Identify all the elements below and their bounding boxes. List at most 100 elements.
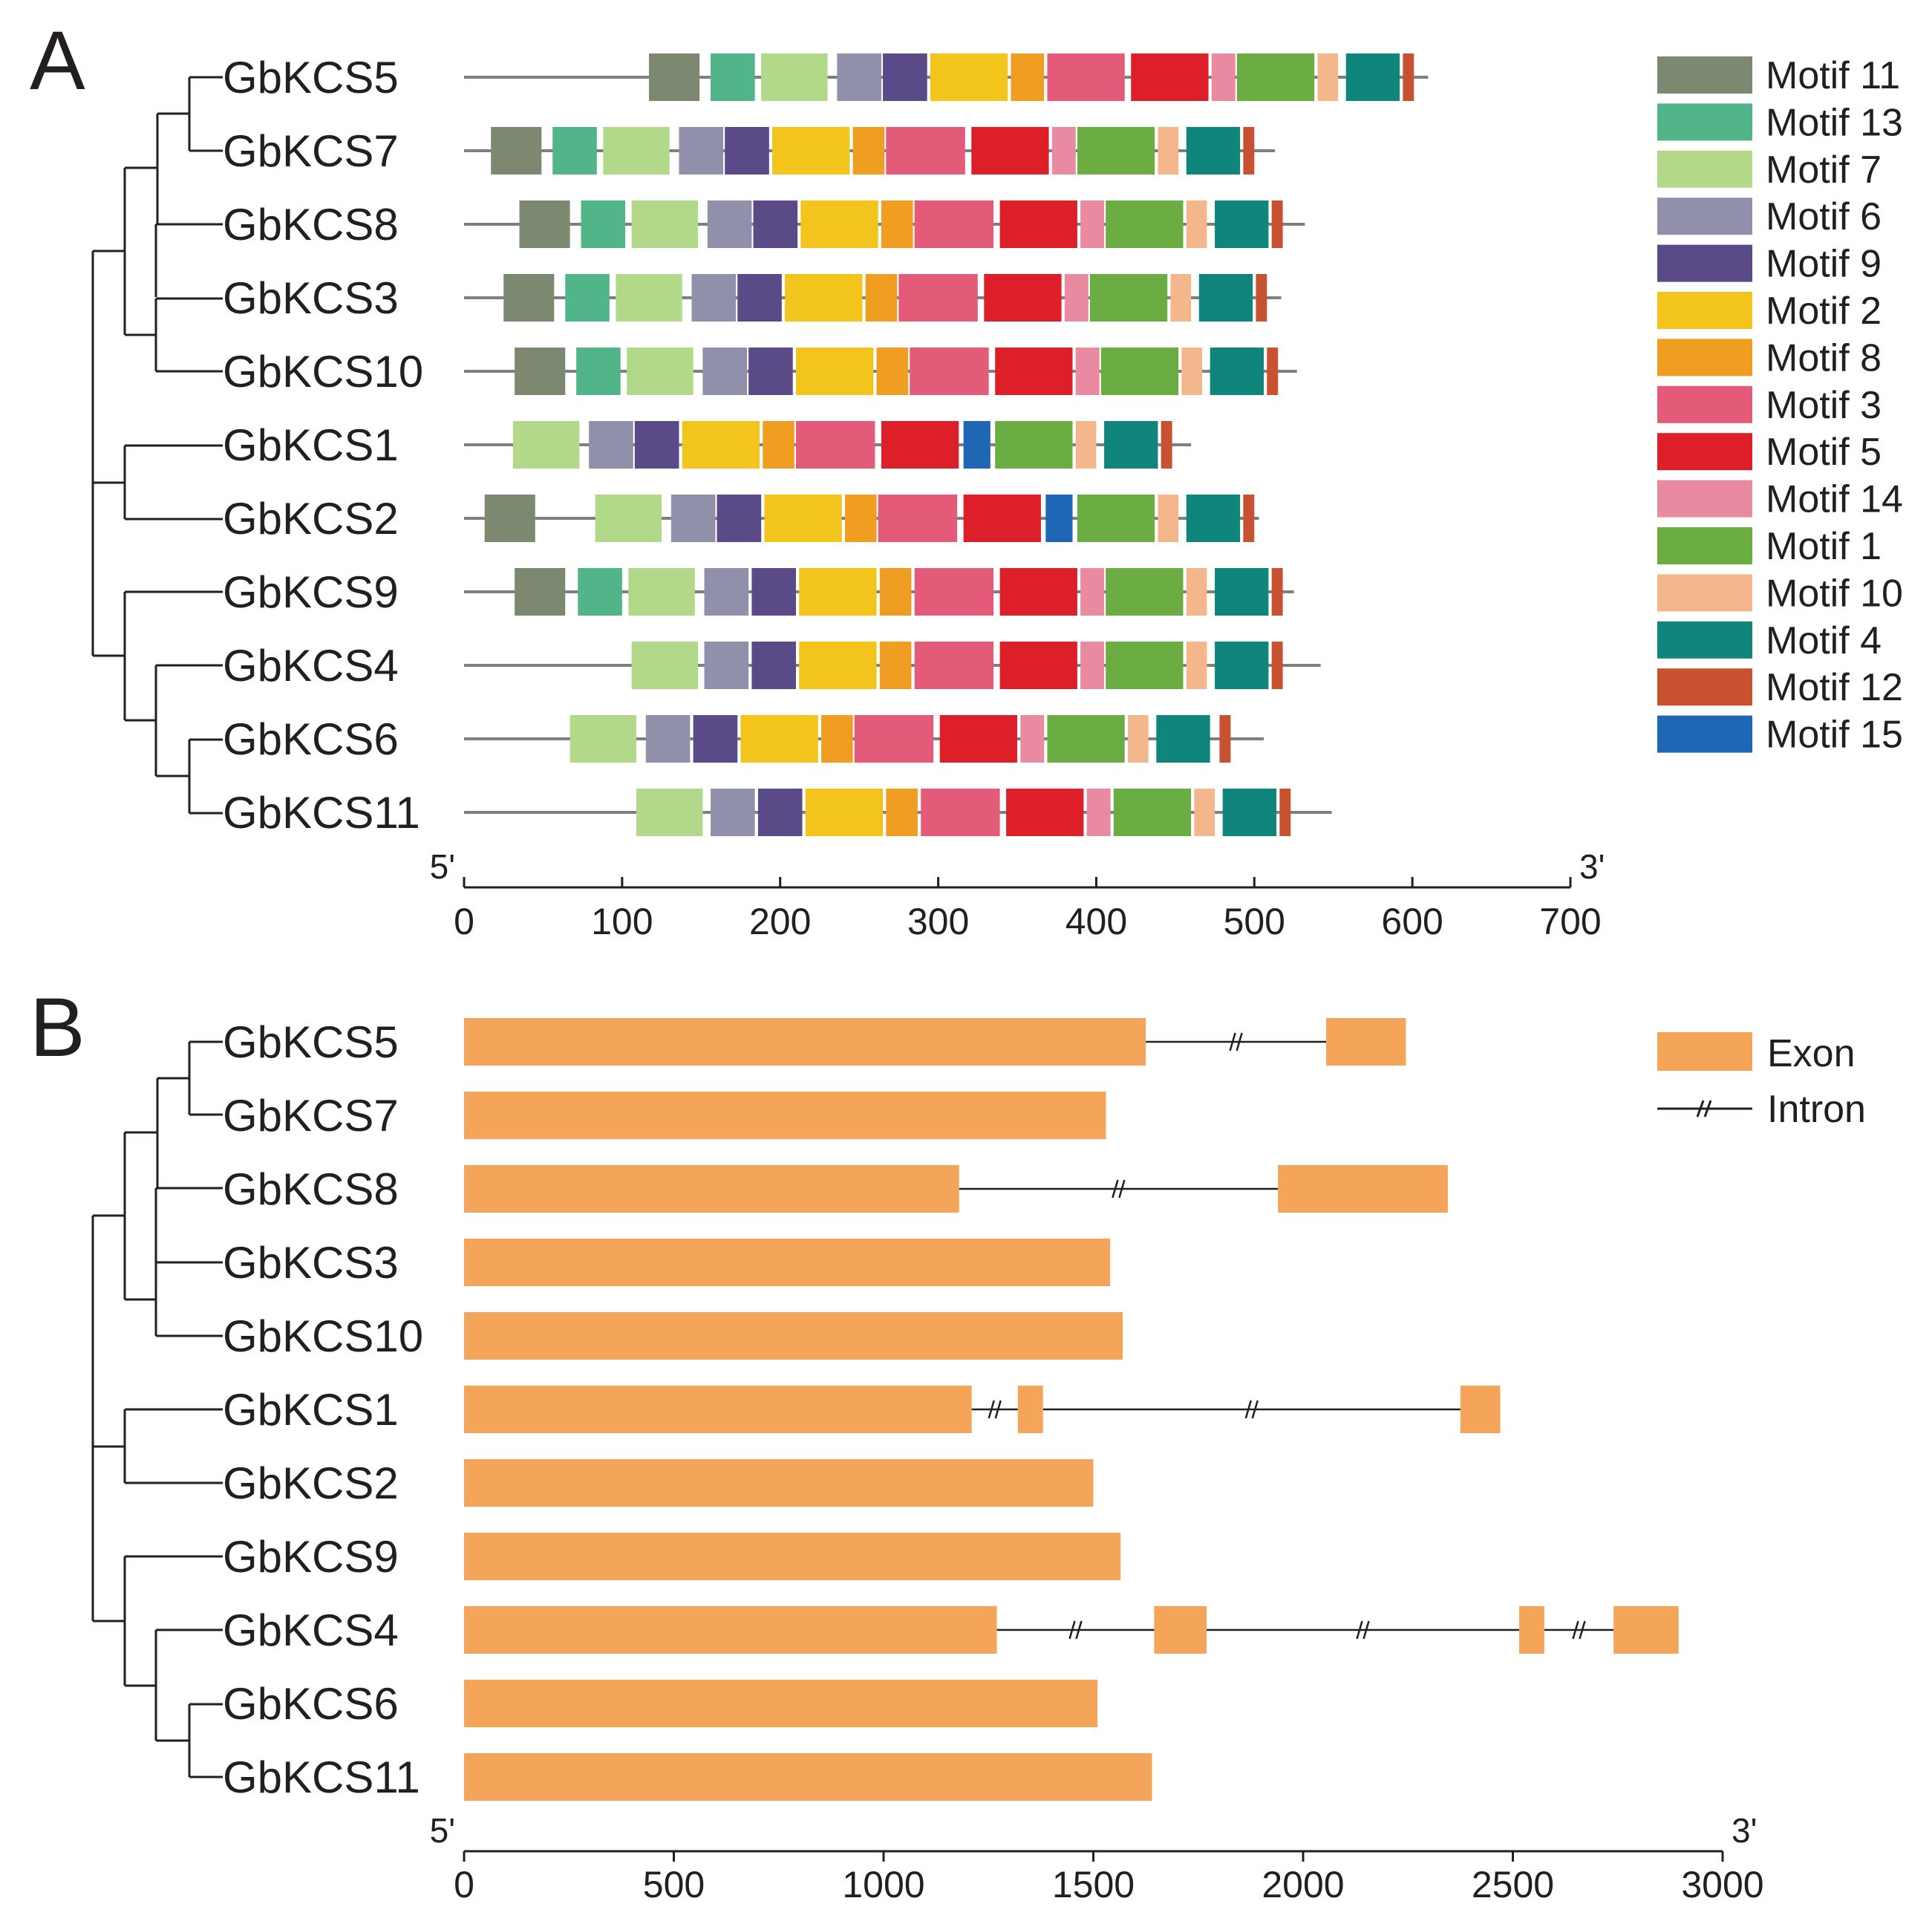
- motif-box: [886, 789, 918, 836]
- motif-box: [693, 715, 738, 763]
- legend-intron-label: Intron: [1767, 1088, 1866, 1131]
- motif-box: [1317, 53, 1339, 101]
- motif-box: [1215, 200, 1269, 248]
- gene-structure-row: [464, 1312, 1123, 1360]
- legend-swatch: [1657, 480, 1752, 518]
- tree-branch: [91, 1445, 125, 1623]
- motif-box: [702, 348, 748, 395]
- motif-box: [1236, 53, 1315, 101]
- motif-box: [636, 789, 703, 836]
- legend-swatch: [1657, 621, 1752, 659]
- motif-box: [740, 715, 818, 763]
- motif-box: [1210, 348, 1264, 395]
- motif-box: [649, 53, 700, 101]
- legend-label: Motif 7: [1766, 149, 1882, 192]
- legend-label: Motif 11: [1766, 54, 1900, 97]
- gene-label: GbKCS5: [223, 53, 399, 102]
- tick-label: 1500: [1052, 1864, 1135, 1905]
- motif-box: [852, 127, 885, 175]
- intron-break-icon: [1229, 1032, 1243, 1051]
- motif-box: [1161, 421, 1172, 469]
- motif-box: [995, 348, 1073, 395]
- axis-b: 0 500 1000 1500 2000 2500 3000 5' 3': [430, 1811, 1764, 1905]
- motif-box: [799, 642, 877, 689]
- motif-box: [796, 421, 875, 469]
- motif-box: [963, 421, 991, 469]
- motif-box: [821, 715, 853, 763]
- gene-label: GbKCS1: [223, 1385, 399, 1435]
- motif-box: [844, 495, 877, 542]
- legend-label: Motif 10: [1766, 572, 1903, 615]
- motif-box: [1106, 642, 1184, 689]
- tick-label: 100: [591, 901, 653, 942]
- motif-row: [464, 274, 1282, 322]
- gene-structure-row: [464, 1018, 1406, 1066]
- motif-box: [761, 53, 828, 101]
- gene-structure-row: [464, 1533, 1121, 1580]
- gene-labels-a: GbKCS5 GbKCS7 GbKCS8 GbKCS3 GbKCS10 GbKCS1 GbK…: [223, 53, 423, 838]
- tick-label: 400: [1065, 901, 1127, 942]
- legend-entry: Motif 6: [1657, 195, 1882, 238]
- intron-break-icon: [1112, 1179, 1126, 1199]
- motif-box: [753, 200, 798, 248]
- exon-box: [464, 1533, 1121, 1580]
- motif-box: [1186, 127, 1241, 175]
- exon-box: [1518, 1606, 1544, 1654]
- motif-box: [879, 642, 912, 689]
- motif-box: [930, 53, 1008, 101]
- tree-branch: [123, 1555, 223, 1687]
- motif-box: [627, 348, 694, 395]
- legend-entry: Motif 5: [1657, 431, 1882, 474]
- five-prime-label: 5': [430, 847, 455, 886]
- gene-structure-row: [464, 1680, 1098, 1727]
- legend-swatch: [1657, 668, 1752, 706]
- legend-label: Motif 1: [1766, 525, 1882, 568]
- tree-branch: [188, 738, 223, 815]
- legend-swatch: [1657, 339, 1752, 376]
- motif-box: [1020, 715, 1045, 763]
- motif-box: [603, 127, 670, 175]
- motif-box: [631, 642, 699, 689]
- phylogenetic-tree-a: [91, 76, 223, 815]
- motif-box: [886, 127, 965, 175]
- motif-box: [1211, 53, 1236, 101]
- tree-branch: [91, 250, 125, 656]
- motif-row: [464, 715, 1264, 763]
- motif-box: [691, 274, 737, 322]
- exon-box: [1154, 1606, 1207, 1654]
- motif-box: [1181, 348, 1203, 395]
- tick-label: 0: [454, 1864, 474, 1905]
- legend-label: Motif 15: [1766, 714, 1903, 757]
- motif-box: [515, 348, 566, 395]
- motif-box: [764, 495, 842, 542]
- motif-box: [1089, 274, 1168, 322]
- legend-label: Motif 9: [1766, 243, 1882, 286]
- motif-box: [704, 568, 749, 616]
- motif-box: [1403, 53, 1414, 101]
- gene-label: GbKCS2: [223, 1458, 399, 1508]
- motif-box: [565, 274, 610, 322]
- motif-row: [464, 789, 1332, 836]
- motif-box: [898, 274, 978, 322]
- motif-box: [1186, 642, 1207, 689]
- motif-box: [763, 421, 794, 469]
- gene-label: GbKCS2: [223, 494, 399, 544]
- motif-box: [704, 642, 749, 689]
- motif-box: [634, 421, 679, 469]
- legend-intron-break-icon: [1696, 1100, 1712, 1118]
- motif-box: [1064, 274, 1089, 322]
- motif-box: [1047, 715, 1125, 763]
- motif-box: [751, 568, 796, 616]
- motif-box: [1011, 53, 1045, 101]
- motif-box: [1186, 568, 1207, 616]
- legend-label: Motif 3: [1766, 384, 1882, 427]
- motif-box: [1080, 642, 1105, 689]
- motif-box: [1243, 127, 1255, 175]
- motif-box: [1051, 127, 1076, 175]
- motif-row: [464, 421, 1192, 469]
- exon-box: [464, 1680, 1098, 1727]
- intron-break-icon: [1356, 1620, 1370, 1640]
- motif-box: [757, 789, 803, 836]
